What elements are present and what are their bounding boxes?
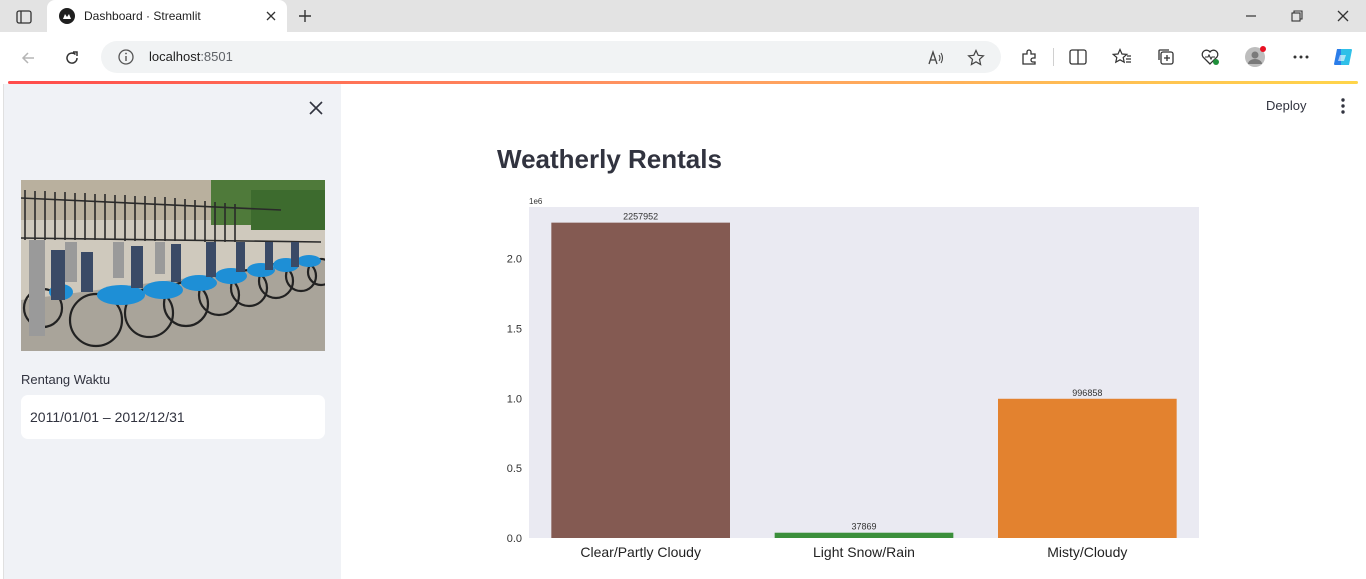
y-tick-label: 2.0 <box>507 254 522 266</box>
tab-actions-icon[interactable] <box>10 7 38 27</box>
address-bar[interactable]: localhost:8501 <box>101 41 1001 73</box>
x-tick-label: Clear/Partly Cloudy <box>580 544 701 560</box>
read-aloud-icon[interactable] <box>926 48 946 68</box>
copilot-icon[interactable] <box>1331 46 1355 68</box>
split-screen-icon[interactable] <box>1066 46 1090 68</box>
browser-tab-bar: Dashboard · Streamlit <box>0 0 1366 32</box>
back-icon[interactable] <box>15 45 41 71</box>
y-tick-label: 1.5 <box>507 324 522 336</box>
restore-icon[interactable] <box>1285 5 1309 27</box>
deploy-button[interactable]: Deploy <box>1266 98 1307 113</box>
favorites-icon[interactable] <box>1110 46 1134 68</box>
reload-icon[interactable] <box>59 45 85 71</box>
new-tab-icon[interactable] <box>293 5 317 27</box>
toolbar-divider <box>1053 48 1054 66</box>
browser-essentials-icon[interactable] <box>1198 46 1222 68</box>
page-title: Weatherly Rentals <box>497 144 722 174</box>
sidebar-close-icon[interactable] <box>306 98 326 118</box>
browser-tab-active[interactable]: Dashboard · Streamlit <box>47 0 287 32</box>
bar-data-label: 37869 <box>851 522 876 532</box>
tab-title: Dashboard · Streamlit <box>84 9 201 23</box>
y-tick-label: 0.5 <box>507 463 522 475</box>
collections-icon[interactable] <box>1154 46 1178 68</box>
tab-close-icon[interactable] <box>261 6 281 26</box>
y-axis-offset-label: 1e6 <box>529 197 543 206</box>
bar-data-label: 2257952 <box>623 212 658 222</box>
browser-toolbar: localhost:8501 <box>0 32 1366 82</box>
minimize-icon[interactable] <box>1239 5 1263 27</box>
bar-2 <box>998 398 1177 538</box>
extensions-icon[interactable] <box>1017 46 1041 68</box>
streamlit-favicon-icon <box>59 8 75 24</box>
more-options-icon[interactable] <box>1289 46 1313 68</box>
date-range-label: Rentang Waktu <box>21 372 111 387</box>
url-text: localhost:8501 <box>149 49 233 64</box>
y-tick-label: 0.0 <box>507 533 522 545</box>
profile-avatar-icon[interactable] <box>1243 46 1267 68</box>
x-tick-label: Light Snow/Rain <box>813 544 915 560</box>
favorite-star-icon[interactable] <box>966 48 986 68</box>
sidebar: Rentang Waktu 2011/01/01 – 2012/12/31 <box>4 84 341 579</box>
bar-0 <box>551 222 730 538</box>
y-tick-label: 1.0 <box>507 393 522 405</box>
window-close-icon[interactable] <box>1331 5 1355 27</box>
weather-rentals-bar-chart: 2257952 Clear/Partly Cloudy 37869 Light Sno… <box>507 197 1199 560</box>
streamlit-header-decoration <box>8 81 1358 84</box>
bar-data-label: 996858 <box>1072 388 1102 398</box>
streamlit-app: Rentang Waktu 2011/01/01 – 2012/12/31 De… <box>3 84 1364 579</box>
site-info-icon[interactable] <box>117 48 135 66</box>
main-content: Deploy Weatherly Rentals 2257952 Clear/Pa… <box>341 84 1364 579</box>
x-tick-label: Misty/Cloudy <box>1047 544 1127 560</box>
main-menu-icon[interactable] <box>1333 96 1353 116</box>
date-range-input[interactable]: 2011/01/01 – 2012/12/31 <box>21 395 325 439</box>
bar-1 <box>774 532 954 538</box>
bike-rack-image <box>21 180 325 351</box>
